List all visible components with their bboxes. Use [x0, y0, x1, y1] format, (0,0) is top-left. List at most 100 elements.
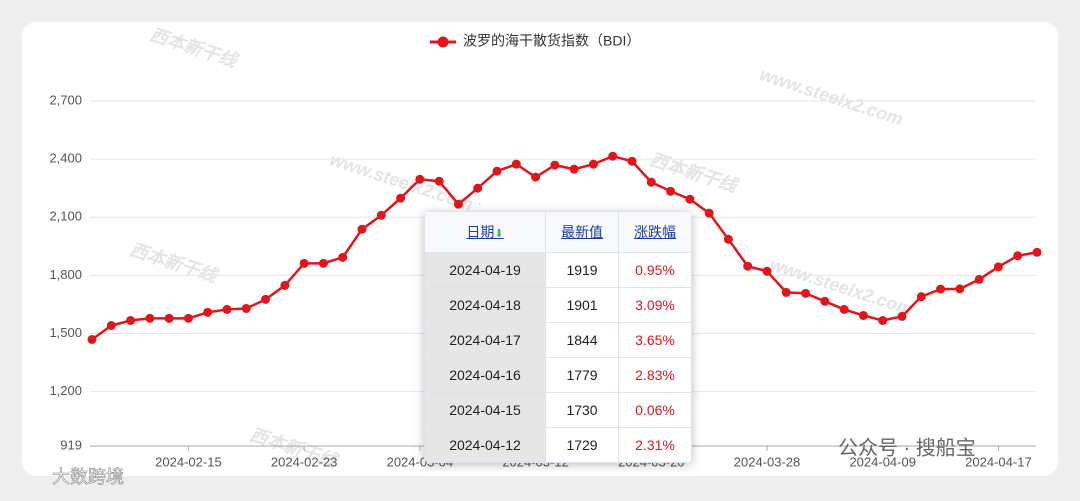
table-row: 2024-04-16 1779 2.83%	[424, 357, 692, 393]
data-point	[781, 287, 791, 297]
table-cell: 2024-04-15	[424, 392, 547, 428]
data-point	[376, 210, 386, 220]
data-point	[1032, 247, 1042, 257]
table-cell: 0.06%	[618, 392, 692, 428]
sort-icon: ⬇	[494, 228, 504, 240]
data-point	[126, 315, 136, 325]
footer-source: 大数跨境	[52, 467, 124, 487]
table-body: 2024-04-19 1919 0.95% 2024-04-18 1901 3.09% 20…	[424, 252, 692, 463]
table-cell: 2024-04-12	[424, 427, 547, 463]
y-tick-label: 1,200	[49, 383, 82, 398]
y-tick-label: 1,500	[49, 325, 82, 340]
table-cell: 2024-04-16	[424, 357, 547, 393]
data-point	[222, 304, 232, 314]
data-point	[666, 186, 676, 196]
y-tick-label: 919	[60, 437, 82, 452]
data-point	[858, 310, 868, 320]
data-point	[145, 313, 155, 323]
data-point	[955, 284, 965, 294]
data-point	[627, 156, 637, 166]
footer-account: 公众号 · 搜船宝	[838, 436, 976, 459]
table-cell: 2.83%	[618, 357, 692, 393]
table-cell: 2024-04-17	[424, 322, 547, 358]
data-point	[241, 303, 251, 313]
table-header: 日期⬇ 最新值 涨跌幅	[424, 211, 692, 253]
data-point	[396, 193, 406, 203]
table-row: 2024-04-17 1844 3.65%	[424, 322, 692, 358]
data-point	[588, 159, 598, 169]
table-cell: 2024-04-18	[424, 287, 547, 323]
header-cell[interactable]: 最新值	[545, 211, 619, 253]
table-cell: 2.31%	[618, 427, 692, 463]
table-cell: 0.95%	[618, 252, 692, 288]
table-cell: 2024-04-19	[424, 252, 547, 288]
header-cell[interactable]: 涨跌幅	[618, 211, 692, 253]
table-row: 2024-04-19 1919 0.95%	[424, 252, 692, 288]
table-cell: 1901	[545, 287, 619, 323]
table-row: 2024-04-18 1901 3.09%	[424, 287, 692, 323]
data-table: 日期⬇ 最新值 涨跌幅 2024-04-19 1919 0.95% 2024-04-1…	[424, 211, 692, 463]
table-cell: 3.09%	[618, 287, 692, 323]
table-row: 2024-04-15 1730 0.06%	[424, 392, 692, 428]
header-cell[interactable]: 日期⬇	[424, 211, 547, 253]
data-point	[685, 194, 695, 204]
data-point	[164, 313, 174, 323]
table-cell: 1844	[545, 322, 619, 358]
data-point	[974, 274, 984, 284]
y-tick-label: 2,700	[49, 92, 82, 107]
table-cell: 3.65%	[618, 322, 692, 358]
data-point	[820, 296, 830, 306]
x-tick-label: 2024-02-15	[155, 454, 222, 469]
data-point	[762, 266, 772, 276]
x-tick-label: 2024-04-17	[965, 454, 1032, 469]
data-point	[704, 208, 714, 218]
y-tick-label: 2,400	[49, 151, 82, 166]
header-text: 日期	[466, 224, 495, 240]
data-point	[993, 262, 1003, 272]
data-point	[801, 288, 811, 298]
table-cell: 1729	[545, 427, 619, 463]
data-point	[511, 159, 521, 169]
data-point	[203, 307, 213, 317]
table-cell: 1779	[545, 357, 619, 393]
data-point	[492, 166, 502, 176]
table-cell: 1730	[545, 392, 619, 428]
data-point	[531, 172, 541, 182]
data-point	[723, 234, 733, 244]
data-point	[318, 258, 328, 268]
x-tick-label: 2024-03-28	[734, 454, 801, 469]
data-point	[415, 174, 425, 184]
data-point	[261, 294, 271, 304]
data-point	[87, 334, 97, 344]
data-point	[434, 176, 444, 186]
x-tick-label: 2024-02-23	[271, 454, 338, 469]
data-point	[916, 292, 926, 302]
data-point	[338, 252, 348, 262]
table-row: 2024-04-12 1729 2.31%	[424, 427, 692, 463]
data-point	[878, 315, 888, 325]
data-point	[473, 183, 483, 193]
legend-marker	[437, 36, 449, 48]
table-cell: 1919	[545, 252, 619, 288]
data-point	[646, 177, 656, 187]
data-point	[608, 151, 618, 161]
data-point	[550, 160, 560, 170]
data-point	[897, 311, 907, 321]
data-point	[936, 284, 946, 294]
data-point	[280, 280, 290, 290]
data-point	[1013, 251, 1023, 261]
data-point	[453, 199, 463, 209]
data-point	[743, 261, 753, 271]
legend-label: 波罗的海干散货指数（BDI）	[463, 33, 640, 49]
data-point	[357, 224, 367, 234]
data-point	[839, 304, 849, 314]
x-tick-label: 2024-04-09	[849, 454, 916, 469]
y-tick-label: 2,100	[49, 209, 82, 224]
data-point	[569, 164, 579, 174]
table: 日期⬇ 最新值 涨跌幅 2024-04-19 1919 0.95% 2024-04-1…	[424, 211, 692, 463]
y-tick-label: 1,800	[49, 267, 82, 282]
data-point	[183, 313, 193, 323]
data-point	[299, 258, 309, 268]
data-point	[106, 321, 116, 331]
